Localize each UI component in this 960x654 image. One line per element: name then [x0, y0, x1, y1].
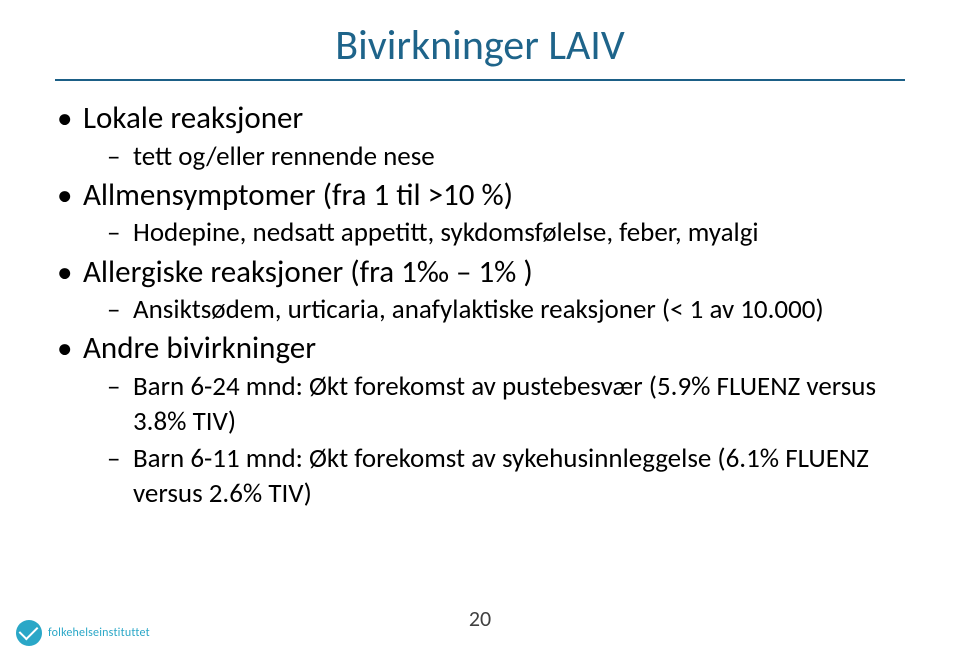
bullet-text: Andre bivirkninger: [83, 329, 316, 367]
bullet-item: Lokale reaksjonertett og/eller rennende …: [55, 99, 905, 174]
sub-bullet-item: Ansiktsødem, urticaria, anafylaktiske re…: [107, 292, 905, 327]
slide-title: Bivirkninger LAIV: [55, 20, 905, 71]
logo-text: folkehelseinstituttet: [48, 626, 150, 640]
logo-icon: [16, 620, 42, 646]
slide: Bivirkninger LAIV Lokale reaksjonertett …: [0, 0, 960, 654]
bullet-item: Allmensymptomer (fra 1 til >10 %)Hodepin…: [55, 176, 905, 251]
sub-bullet-text: Hodepine, nedsatt appetitt, sykdomsfølel…: [133, 216, 759, 249]
sub-bullet-list: tett og/eller rennende nese: [83, 139, 905, 174]
bullet-item: Allergiske reaksjoner (fra 1‰ – 1% )Ansi…: [55, 253, 905, 328]
sub-bullet-text: Ansiktsødem, urticaria, anafylaktiske re…: [133, 293, 824, 326]
sub-bullet-text: Barn 6-11 mnd: Økt forekomst av sykehusi…: [133, 442, 869, 510]
logo: folkehelseinstituttet: [16, 620, 150, 646]
sub-bullet-text: Barn 6-24 mnd: Økt forekomst av pustebes…: [133, 370, 876, 438]
page-number: 20: [469, 605, 491, 632]
bullet-list: Lokale reaksjonertett og/eller rennende …: [55, 99, 905, 511]
bullet-text: Allergiske reaksjoner (fra 1‰ – 1% ): [83, 253, 533, 291]
bullet-text: Allmensymptomer (fra 1 til >10 %): [83, 176, 513, 214]
sub-bullet-list: Hodepine, nedsatt appetitt, sykdomsfølel…: [83, 215, 905, 250]
sub-bullet-item: Barn 6-24 mnd: Økt forekomst av pustebes…: [107, 369, 905, 439]
sub-bullet-item: Hodepine, nedsatt appetitt, sykdomsfølel…: [107, 215, 905, 250]
bullet-text: Lokale reaksjoner: [83, 99, 303, 137]
sub-bullet-item: Barn 6-11 mnd: Økt forekomst av sykehusi…: [107, 441, 905, 511]
sub-bullet-list: Ansiktsødem, urticaria, anafylaktiske re…: [83, 292, 905, 327]
title-rule: [55, 79, 905, 81]
sub-bullet-text: tett og/eller rennende nese: [133, 140, 435, 173]
bullet-item: Andre bivirkningerBarn 6-24 mnd: Økt for…: [55, 329, 905, 511]
sub-bullet-item: tett og/eller rennende nese: [107, 139, 905, 174]
sub-bullet-list: Barn 6-24 mnd: Økt forekomst av pustebes…: [83, 369, 905, 511]
